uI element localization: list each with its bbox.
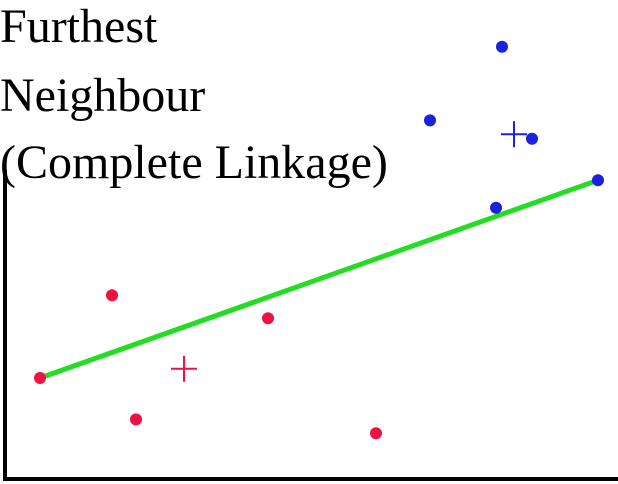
cluster-b-point-1 xyxy=(424,114,436,127)
axes xyxy=(3,170,618,481)
cluster-b-point-5 xyxy=(592,174,604,187)
diagram-title: Furthest Neighbour (Complete Linkage) xyxy=(0,0,388,189)
cluster-a-point-5 xyxy=(370,427,382,440)
cluster-b-point-3 xyxy=(496,40,508,53)
diagram-marks xyxy=(34,40,604,440)
cluster-b-point-4 xyxy=(526,132,538,145)
cluster-a-point-3 xyxy=(130,413,142,426)
title-line-2: Neighbour xyxy=(0,69,205,122)
furthest-link-line xyxy=(37,177,601,381)
title-line-1: Furthest xyxy=(0,0,158,53)
cluster-b-point-2 xyxy=(490,201,502,214)
cluster-a-point-2 xyxy=(106,289,118,302)
title-line-3: (Complete Linkage) xyxy=(0,136,388,189)
cluster-a-point-1 xyxy=(34,372,46,384)
cluster-a-point-4 xyxy=(262,312,274,325)
